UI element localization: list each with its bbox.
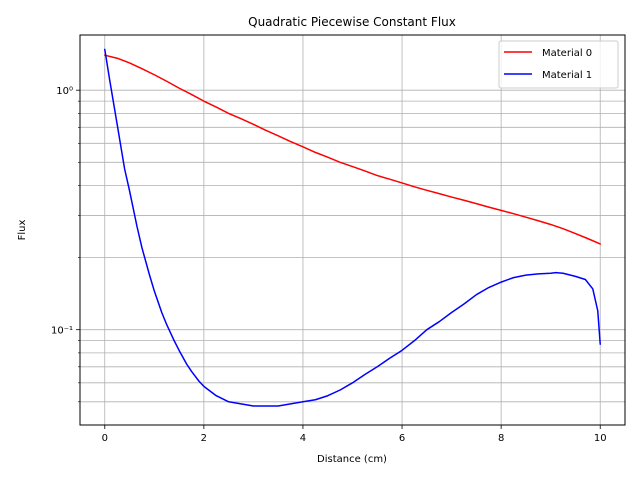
y-axis-title: Flux — [17, 220, 28, 241]
legend-label-material-0: Material 0 — [542, 48, 592, 59]
plot-frame — [79, 34, 626, 426]
series-line-material-0 — [104, 54, 601, 245]
legend: Material 0 Material 1 — [498, 40, 619, 89]
x-tick-label: 6 — [399, 433, 405, 444]
x-tick-label: 4 — [300, 433, 306, 444]
series-line-material-1 — [104, 48, 601, 407]
y-tick-label: 10⁰ — [56, 86, 73, 97]
x-tick-label: 8 — [498, 433, 504, 444]
x-tick-label: 10 — [594, 433, 607, 444]
plot-area — [80, 35, 625, 425]
y-axis-ticks: 10⁻¹ 10⁰ — [51, 86, 80, 403]
legend-label-material-1: Material 1 — [542, 70, 592, 81]
chart-title: Quadratic Piecewise Constant Flux — [248, 15, 456, 29]
x-axis-title: Distance (cm) — [317, 454, 387, 465]
x-axis-ticks: 0 2 4 6 8 10 — [102, 425, 607, 444]
x-tick-label: 0 — [102, 433, 108, 444]
series-layer — [104, 48, 601, 407]
y-tick-label: 10⁻¹ — [51, 326, 73, 337]
x-tick-label: 2 — [201, 433, 207, 444]
